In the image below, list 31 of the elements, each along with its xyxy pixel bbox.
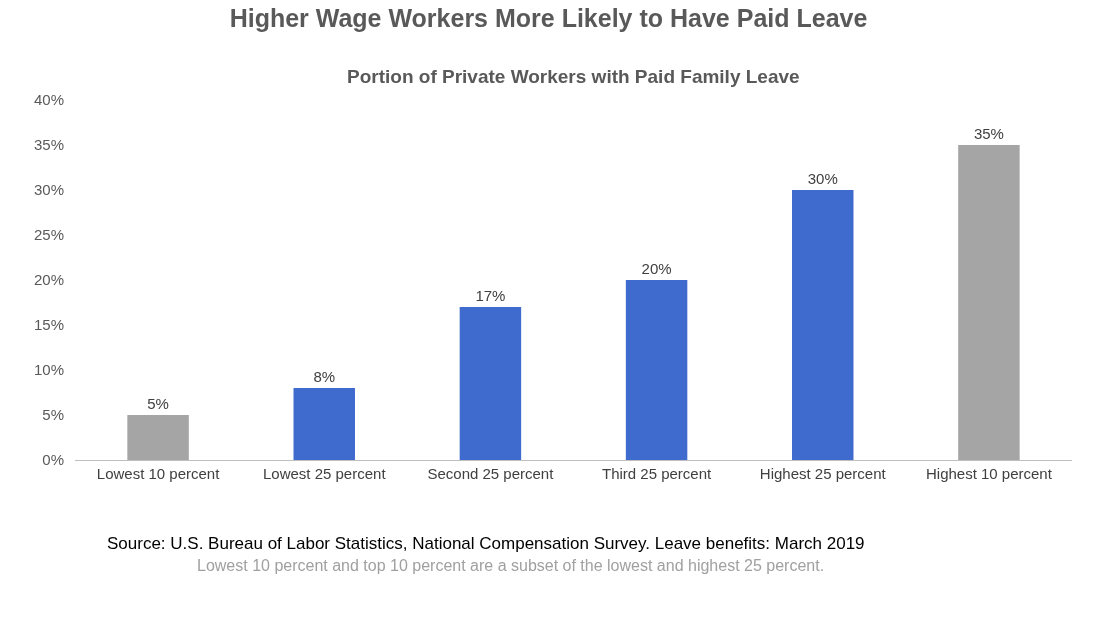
x-tick-label: Third 25 percent [601, 465, 713, 482]
data-label: 5% [147, 395, 169, 412]
data-label: 17% [475, 287, 506, 304]
y-tick-label: 0% [42, 451, 64, 469]
bar [958, 145, 1020, 460]
data-label: 35% [973, 125, 1004, 142]
chart-subtitle: Portion of Private Workers with Paid Family Leave [347, 66, 800, 87]
bar [127, 415, 189, 460]
x-tick-label: Lowest 10 percent [96, 465, 221, 482]
y-tick-label: 25% [33, 226, 64, 244]
y-tick-label: 30% [33, 181, 64, 199]
y-tick-label: 15% [33, 316, 64, 334]
y-tick-label: 10% [33, 361, 64, 379]
data-label: 8% [313, 368, 336, 385]
x-tick-label: Second 25 percent [427, 465, 555, 482]
data-label: 30% [807, 170, 838, 187]
text: Lowest 10 percent and top 10 percent are a subset of the lowest and highest 25 percent. [197, 557, 825, 574]
source-note: Source: U.S. Bureau of Labor Statistics, National Compensation Survey. Leave benefits: March 2019 [107, 534, 865, 553]
x-tick-label: Highest 25 percent [759, 465, 887, 482]
chart-title: Higher Wage Workers More Likely to Have Paid Leave [229, 3, 868, 32]
bar [792, 190, 854, 460]
x-tick-label: Lowest 25 percent [262, 465, 387, 482]
bar [459, 307, 522, 460]
x-tick-label: Highest 10 percent [925, 465, 1053, 482]
y-tick-label: 35% [33, 136, 64, 154]
y-tick-label: 5% [42, 406, 64, 424]
bar [293, 388, 355, 460]
data-label: 20% [641, 260, 672, 277]
y-tick-label: 40% [33, 91, 64, 109]
y-tick-label: 20% [33, 271, 64, 289]
bar [625, 280, 688, 460]
